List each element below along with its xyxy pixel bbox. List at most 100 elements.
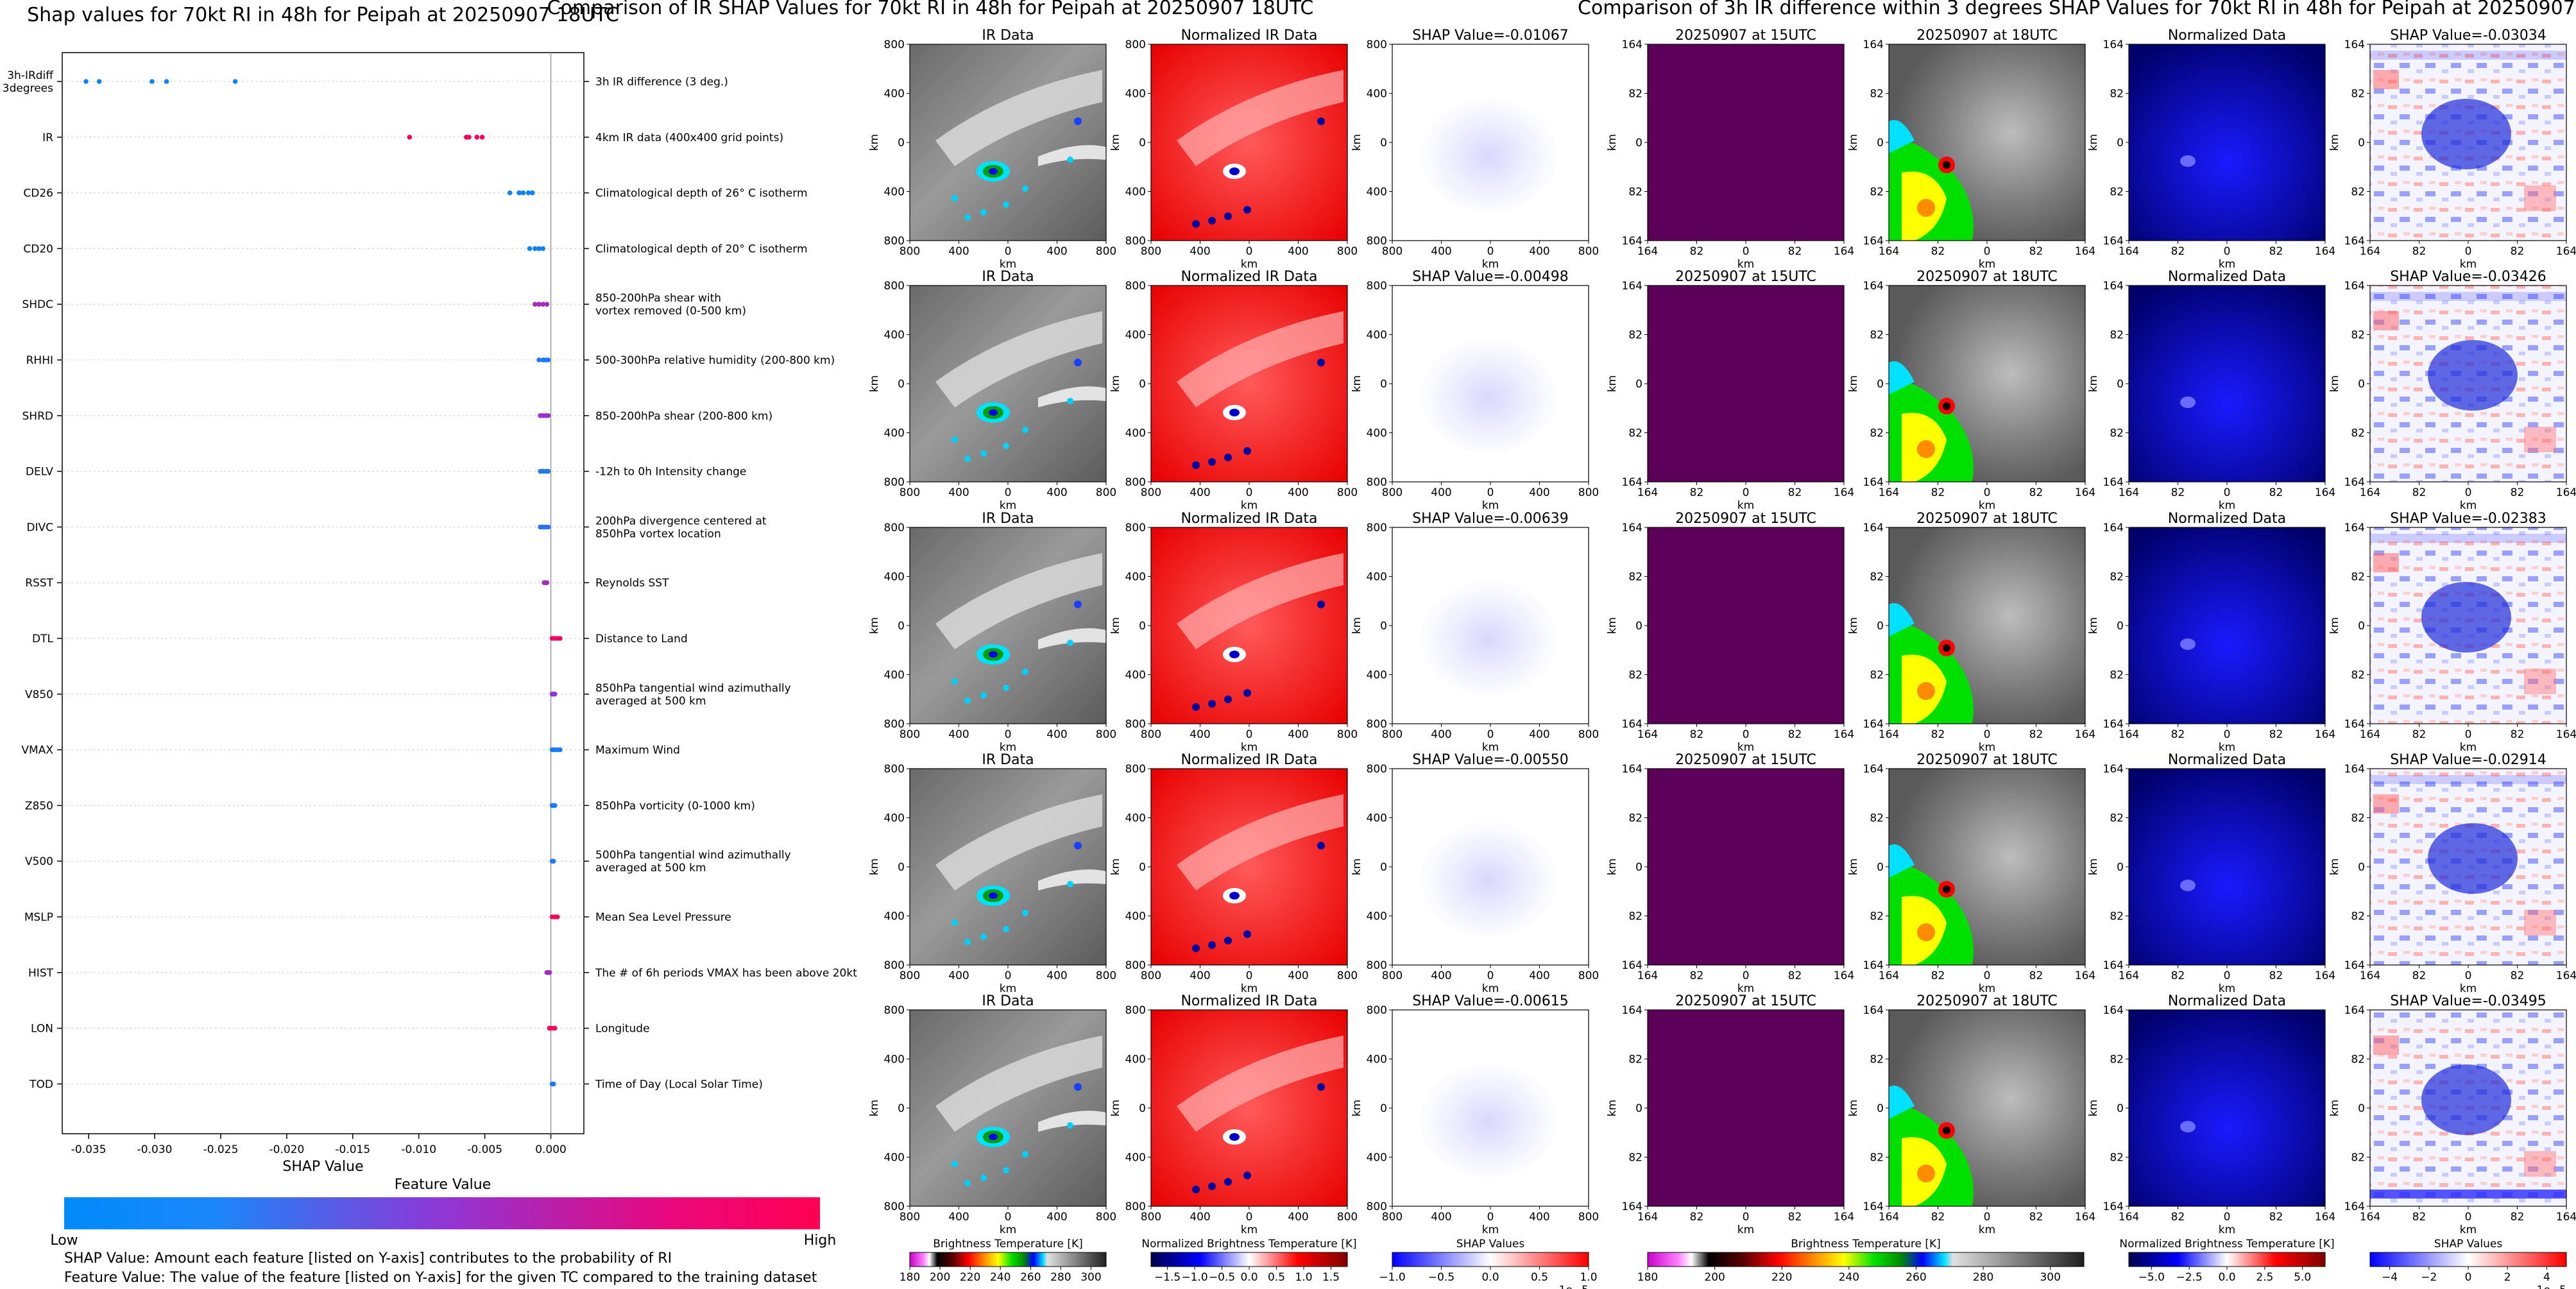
ytick-label: 82 bbox=[1870, 186, 1884, 199]
xtick-label: 164 bbox=[2360, 969, 2380, 982]
ytick-label: 82 bbox=[1628, 812, 1642, 825]
xtick-label: 800 bbox=[1382, 969, 1403, 982]
cold-spot bbox=[1192, 220, 1200, 228]
feature-name: TOD bbox=[29, 1078, 53, 1091]
ytick-label: 400 bbox=[1367, 1152, 1387, 1165]
colorbar-tick-label: −1.0 bbox=[1379, 1271, 1405, 1284]
y-axis-label: km bbox=[1606, 134, 1619, 151]
ytick-label: 82 bbox=[1628, 186, 1642, 199]
shap-point bbox=[540, 246, 545, 252]
cold-spot bbox=[1208, 1182, 1216, 1190]
convective-cell bbox=[1003, 1167, 1009, 1174]
xtick-label: 164 bbox=[2075, 245, 2095, 258]
panel-title: Normalized Data bbox=[2168, 993, 2286, 1009]
x-axis-label: km bbox=[1737, 258, 1754, 271]
x-axis-label: km bbox=[2460, 982, 2477, 995]
ytick-label: 164 bbox=[2103, 235, 2124, 248]
convective-cell bbox=[1074, 359, 1082, 366]
xtick-label: 0 bbox=[1487, 728, 1494, 741]
eye-region bbox=[989, 651, 998, 658]
xtick-label: 164 bbox=[1637, 969, 1658, 982]
ir-15utc-image bbox=[1648, 769, 1844, 965]
convective-cell bbox=[964, 1180, 971, 1186]
shap-band bbox=[2370, 292, 2566, 301]
xtick-label: 82 bbox=[2029, 486, 2043, 499]
shap-positive-region bbox=[2373, 553, 2399, 572]
xtick-label: 164 bbox=[1879, 1211, 1899, 1224]
xtick-label: 164 bbox=[2075, 728, 2095, 741]
shap-point bbox=[527, 246, 533, 252]
panel-title: IR Data bbox=[982, 28, 1034, 44]
xtick-label: 0 bbox=[2224, 245, 2231, 258]
ir-15utc-image bbox=[1648, 286, 1844, 482]
feature-description: 850hPa tangential wind azimuthally averag… bbox=[595, 682, 791, 708]
ytick-label: 400 bbox=[1125, 427, 1146, 440]
panel-title: IR Data bbox=[982, 511, 1034, 527]
panel-title: 20250907 at 18UTC bbox=[1916, 269, 2058, 285]
shap-point bbox=[545, 357, 551, 363]
xtick-label: 400 bbox=[1190, 969, 1210, 982]
ytick-label: 800 bbox=[1367, 38, 1387, 51]
ytick-label: 0 bbox=[1877, 1102, 1884, 1115]
cloud-streak bbox=[1038, 1111, 1106, 1132]
xtick-label: 82 bbox=[2269, 728, 2283, 741]
xtick-label: 82 bbox=[1690, 1211, 1704, 1224]
ytick-label: 164 bbox=[2344, 280, 2365, 293]
shap-point bbox=[544, 580, 550, 585]
shap-point bbox=[474, 135, 480, 140]
ytick-label: 400 bbox=[1125, 186, 1146, 199]
convective-cell bbox=[1022, 1151, 1028, 1157]
xtick-label: 82 bbox=[2511, 1211, 2525, 1224]
xtick-label: 164 bbox=[2360, 1211, 2380, 1224]
feature-description: Time of Day (Local Solar Time) bbox=[595, 1078, 763, 1091]
x-axis-label: km bbox=[1737, 1224, 1754, 1236]
xtick-label: 164 bbox=[1834, 1211, 1854, 1224]
xtick-label: 0 bbox=[2465, 245, 2472, 258]
shap-point bbox=[552, 692, 558, 697]
convection-orange bbox=[1917, 1165, 1935, 1182]
xtick-label: 400 bbox=[1431, 1211, 1451, 1224]
diff-feature bbox=[2180, 397, 2196, 408]
ytick-label: 0 bbox=[1635, 378, 1642, 391]
x-axis-label: km bbox=[2460, 499, 2477, 512]
xtick-label: 164 bbox=[2075, 969, 2095, 982]
cold-spot bbox=[1224, 937, 1232, 944]
cloud-band bbox=[1177, 311, 1343, 407]
panel-title: Normalized IR Data bbox=[1181, 269, 1317, 285]
shap-point bbox=[149, 79, 155, 84]
ytick-label: 82 bbox=[2110, 427, 2124, 440]
convective-cell bbox=[980, 1175, 987, 1181]
xtick-label: 400 bbox=[948, 969, 969, 982]
colorbar-label: Normalized Brightness Temperature [K] bbox=[2119, 1238, 2334, 1251]
shap-positive-region bbox=[2524, 185, 2556, 211]
convection-cyan bbox=[1889, 1086, 1915, 1119]
xtick-label: 0 bbox=[1984, 486, 1991, 499]
diff-feature bbox=[2180, 880, 2196, 891]
panel-title: SHAP Value=-0.02383 bbox=[2390, 511, 2546, 527]
feature-name: SHDC bbox=[22, 298, 53, 311]
convective-cell bbox=[1003, 443, 1009, 449]
shap-positive-region bbox=[2373, 311, 2399, 330]
xtick-label: 800 bbox=[900, 245, 920, 258]
x-axis-label: km bbox=[2219, 982, 2235, 995]
feature-name: VMAX bbox=[21, 744, 53, 757]
ytick-label: 164 bbox=[2103, 763, 2124, 776]
panel-title: 20250907 at 18UTC bbox=[1916, 28, 2058, 44]
ytick-label: 800 bbox=[1125, 235, 1146, 248]
ytick-label: 800 bbox=[1125, 522, 1146, 534]
shap-ir-field bbox=[1418, 572, 1559, 694]
feature-description: 4km IR data (400x400 grid points) bbox=[595, 132, 783, 144]
ytick-label: 400 bbox=[884, 329, 905, 342]
y-axis-label: km bbox=[2328, 617, 2341, 634]
feature-description: 500hPa tangential wind azimuthally averag… bbox=[595, 849, 791, 875]
eye-region bbox=[989, 892, 998, 899]
colorbar-tick-label: 1.0 bbox=[1295, 1271, 1312, 1284]
xtick-label: 400 bbox=[1288, 728, 1308, 741]
feature-name: DELV bbox=[26, 466, 53, 479]
normalized-diff-image bbox=[2129, 1010, 2325, 1206]
shap-band bbox=[2370, 1190, 2566, 1199]
colorbar-tick-label: 2 bbox=[2504, 1271, 2511, 1284]
cold-spot bbox=[1208, 458, 1216, 466]
xtick-label: 164 bbox=[1879, 969, 1899, 982]
xtick-label: 800 bbox=[1141, 486, 1161, 499]
